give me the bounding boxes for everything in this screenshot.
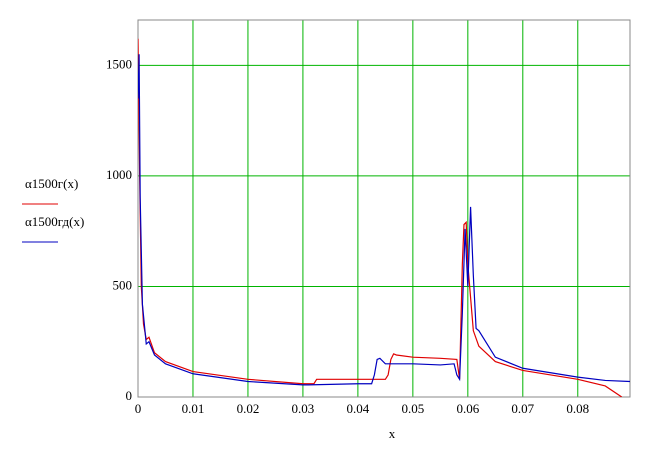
x-tick-label: 0.02 bbox=[237, 401, 260, 416]
legend-label: α1500г(x) bbox=[25, 176, 78, 191]
x-tick-label: 0.06 bbox=[456, 401, 479, 416]
series-line bbox=[138, 54, 630, 386]
x-tick-label: 0.05 bbox=[401, 401, 424, 416]
x-tick-label: 0.08 bbox=[566, 401, 589, 416]
legend-label: α1500гд(x) bbox=[25, 214, 84, 229]
x-tick-label: 0.04 bbox=[347, 401, 370, 416]
y-tick-label: 0 bbox=[126, 388, 133, 403]
x-tick-label: 0.01 bbox=[182, 401, 205, 416]
x-axis-label: x bbox=[389, 426, 396, 441]
x-tick-label: 0.03 bbox=[292, 401, 315, 416]
y-tick-label: 500 bbox=[113, 277, 133, 292]
plot-frame bbox=[137, 19, 631, 398]
x-tick-label: 0.07 bbox=[511, 401, 534, 416]
y-tick-label: 1000 bbox=[106, 167, 132, 182]
x-tick-label: 0 bbox=[135, 401, 142, 416]
y-tick-label: 1500 bbox=[106, 56, 132, 71]
series-line bbox=[138, 38, 623, 397]
